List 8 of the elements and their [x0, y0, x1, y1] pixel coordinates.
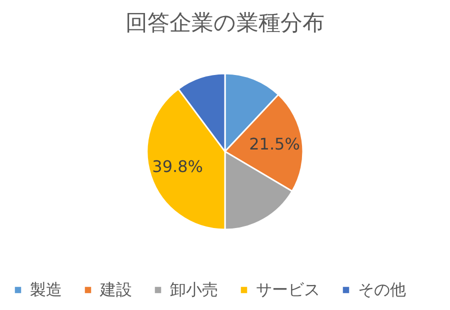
legend-label: 製造 [30, 280, 62, 299]
data-label: 21.5% [249, 134, 300, 154]
data-label: 39.8% [152, 157, 203, 176]
legend-label: その他 [358, 280, 406, 299]
chart-title: 回答企業の業種分布 [126, 11, 324, 36]
legend-label: サービス [256, 280, 320, 299]
legend-label: 建設 [99, 280, 132, 299]
legend-label: 卸小売 [170, 280, 218, 299]
